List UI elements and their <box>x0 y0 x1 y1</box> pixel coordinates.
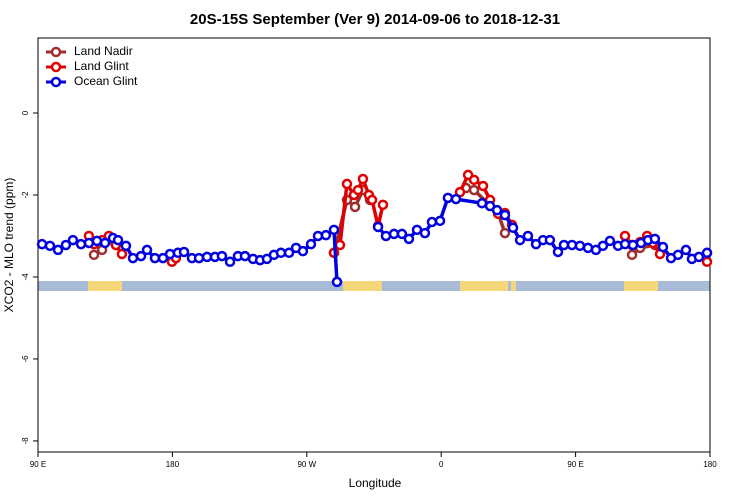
data-point <box>320 229 332 241</box>
data-point <box>83 237 95 249</box>
data-point <box>357 173 369 185</box>
data-point <box>352 184 364 196</box>
y-tick-label: -2 <box>21 191 30 199</box>
data-point <box>701 247 713 259</box>
x-tick-label: 180 <box>703 460 717 469</box>
data-point <box>442 192 454 204</box>
data-point <box>491 204 503 216</box>
data-point <box>331 276 343 288</box>
legend-label: Land Glint <box>74 59 129 73</box>
data-point <box>499 209 511 221</box>
land-band <box>624 281 658 291</box>
data-point <box>680 244 692 256</box>
data-point <box>499 227 511 239</box>
data-point <box>275 247 287 259</box>
y-tick-label: -8 <box>21 437 30 445</box>
data-point <box>657 241 669 253</box>
data-point <box>372 221 384 233</box>
x-tick-label: 90 E <box>30 460 46 469</box>
data-point <box>44 240 56 252</box>
data-point <box>127 252 139 264</box>
data-point <box>649 233 661 245</box>
x-tick-label: 0 <box>439 460 444 469</box>
legend-marker <box>50 76 62 88</box>
data-point <box>60 239 72 251</box>
data-point <box>178 246 190 258</box>
data-point <box>468 184 480 196</box>
x-tick-label: 180 <box>166 460 180 469</box>
data-point <box>627 239 639 251</box>
y-tick-label: -4 <box>21 273 30 281</box>
data-point <box>52 244 64 256</box>
data-point <box>477 180 489 192</box>
x-tick-label: 90 W <box>297 460 316 469</box>
y-tick-label: -6 <box>21 355 30 363</box>
data-point <box>626 249 638 261</box>
y-tick-label: 0 <box>21 110 30 115</box>
data-point <box>193 252 205 264</box>
data-point <box>380 230 392 242</box>
data-point <box>75 238 87 250</box>
land-band <box>511 281 516 291</box>
data-point <box>396 228 408 240</box>
data-point <box>349 201 361 213</box>
land-band <box>343 281 382 291</box>
data-point <box>116 248 128 260</box>
data-point <box>558 239 570 251</box>
data-point <box>135 250 147 262</box>
data-point <box>88 249 100 261</box>
data-point <box>507 222 519 234</box>
land-band <box>460 281 508 291</box>
data-point <box>283 247 295 259</box>
data-point <box>91 235 103 247</box>
data-point <box>305 238 317 250</box>
data-point <box>366 194 378 206</box>
data-point <box>619 230 631 242</box>
data-point <box>341 178 353 190</box>
data-point <box>297 245 309 257</box>
data-point <box>552 246 564 258</box>
data-point <box>99 237 111 249</box>
data-point <box>434 215 446 227</box>
data-point <box>544 234 556 246</box>
data-point <box>216 250 228 262</box>
data-point <box>476 197 488 209</box>
x-tick-label: 90 E <box>567 460 583 469</box>
y-axis-label: XCO2 - MLO trend (ppm) <box>2 178 16 313</box>
data-point <box>328 224 340 236</box>
data-point <box>120 240 132 252</box>
data-point <box>149 252 161 264</box>
data-point <box>450 193 462 205</box>
chart-title: 20S-15S September (Ver 9) 2014-09-06 to … <box>190 11 560 28</box>
legend-label: Ocean Glint <box>74 74 138 88</box>
data-point <box>164 248 176 260</box>
legend-marker <box>50 61 62 73</box>
data-point <box>522 230 534 242</box>
land-band <box>88 281 122 291</box>
data-point <box>334 239 346 251</box>
data-point <box>604 235 616 247</box>
data-point <box>141 244 153 256</box>
legend-label: Land Nadir <box>74 44 133 58</box>
data-point <box>597 240 609 252</box>
data-point <box>239 250 251 262</box>
legend-marker <box>50 46 62 58</box>
data-point <box>426 216 438 228</box>
data-point <box>672 249 684 261</box>
data-point <box>574 240 586 252</box>
data-point <box>403 233 415 245</box>
data-point <box>377 199 389 211</box>
data-point <box>514 234 526 246</box>
land-ocean-band <box>38 281 710 291</box>
data-point <box>224 256 236 268</box>
data-point <box>468 174 480 186</box>
data-point <box>67 234 79 246</box>
data-point <box>419 227 431 239</box>
data-point <box>701 256 713 268</box>
x-axis-label: Longitude <box>349 476 402 490</box>
data-point <box>693 251 705 263</box>
data-point <box>112 234 124 246</box>
